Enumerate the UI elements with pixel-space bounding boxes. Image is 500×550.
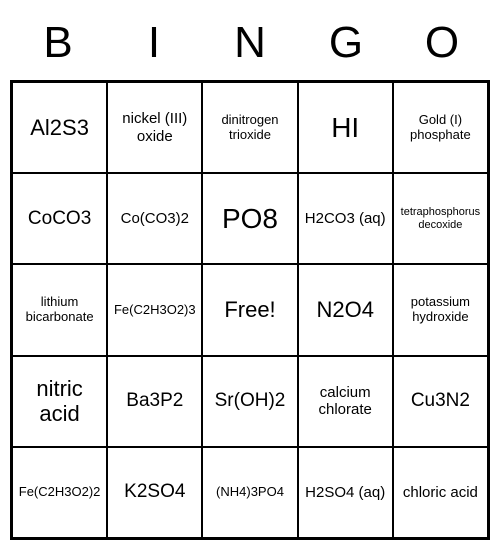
cell-text: Gold (I) phosphate (398, 113, 483, 143)
header-letter-o: O (394, 18, 490, 68)
cell-text: nitric acid (17, 376, 102, 427)
cell-0-3[interactable]: HI (298, 82, 393, 173)
cell-1-4[interactable]: tetraphosphorus decoxide (393, 173, 488, 264)
header-letter-g: G (298, 18, 394, 68)
cell-text: Al2S3 (30, 115, 89, 140)
cell-text: calcium chlorate (303, 384, 388, 419)
cell-3-2[interactable]: Sr(OH)2 (202, 356, 297, 447)
cell-text: PO8 (222, 203, 278, 235)
cell-1-1[interactable]: Co(CO3)2 (107, 173, 202, 264)
cell-text: Free! (224, 297, 275, 322)
cell-text: HI (331, 112, 359, 144)
cell-text: Sr(OH)2 (215, 390, 286, 412)
cell-text: N2O4 (316, 297, 373, 322)
header-letter-n: N (202, 18, 298, 68)
cell-3-1[interactable]: Ba3P2 (107, 356, 202, 447)
cell-text: H2CO3 (aq) (305, 210, 386, 227)
cell-2-1[interactable]: Fe(C2H3O2)3 (107, 264, 202, 355)
cell-text: H2SO4 (aq) (305, 484, 385, 501)
bingo-grid: Al2S3 nickel (III) oxide dinitrogen trio… (10, 80, 490, 540)
cell-2-2-free[interactable]: Free! (202, 264, 297, 355)
cell-text: Fe(C2H3O2)3 (114, 303, 196, 318)
header-letter-b: B (10, 18, 106, 68)
cell-4-4[interactable]: chloric acid (393, 447, 488, 538)
cell-text: potassium hydroxide (398, 295, 483, 325)
cell-4-1[interactable]: K2SO4 (107, 447, 202, 538)
cell-text: Fe(C2H3O2)2 (19, 485, 101, 500)
cell-0-1[interactable]: nickel (III) oxide (107, 82, 202, 173)
cell-text: CoCO3 (28, 208, 91, 230)
cell-text: nickel (III) oxide (112, 110, 197, 145)
cell-2-3[interactable]: N2O4 (298, 264, 393, 355)
cell-text: Ba3P2 (126, 390, 183, 412)
cell-1-3[interactable]: H2CO3 (aq) (298, 173, 393, 264)
bingo-header: B I N G O (10, 10, 490, 80)
cell-1-2[interactable]: PO8 (202, 173, 297, 264)
cell-0-4[interactable]: Gold (I) phosphate (393, 82, 488, 173)
cell-text: tetraphosphorus decoxide (398, 206, 483, 231)
cell-0-2[interactable]: dinitrogen trioxide (202, 82, 297, 173)
cell-text: dinitrogen trioxide (207, 113, 292, 143)
cell-0-0[interactable]: Al2S3 (12, 82, 107, 173)
cell-3-3[interactable]: calcium chlorate (298, 356, 393, 447)
cell-2-4[interactable]: potassium hydroxide (393, 264, 488, 355)
cell-text: (NH4)3PO4 (216, 485, 284, 500)
cell-4-3[interactable]: H2SO4 (aq) (298, 447, 393, 538)
bingo-card: B I N G O Al2S3 nickel (III) oxide dinit… (10, 10, 490, 540)
header-letter-i: I (106, 18, 202, 68)
cell-text: Cu3N2 (411, 390, 470, 412)
cell-4-2[interactable]: (NH4)3PO4 (202, 447, 297, 538)
cell-text: Co(CO3)2 (121, 210, 189, 227)
cell-1-0[interactable]: CoCO3 (12, 173, 107, 264)
cell-4-0[interactable]: Fe(C2H3O2)2 (12, 447, 107, 538)
cell-text: lithium bicarbonate (17, 295, 102, 325)
cell-text: chloric acid (403, 484, 478, 501)
cell-text: K2SO4 (124, 481, 185, 503)
cell-3-4[interactable]: Cu3N2 (393, 356, 488, 447)
cell-2-0[interactable]: lithium bicarbonate (12, 264, 107, 355)
cell-3-0[interactable]: nitric acid (12, 356, 107, 447)
